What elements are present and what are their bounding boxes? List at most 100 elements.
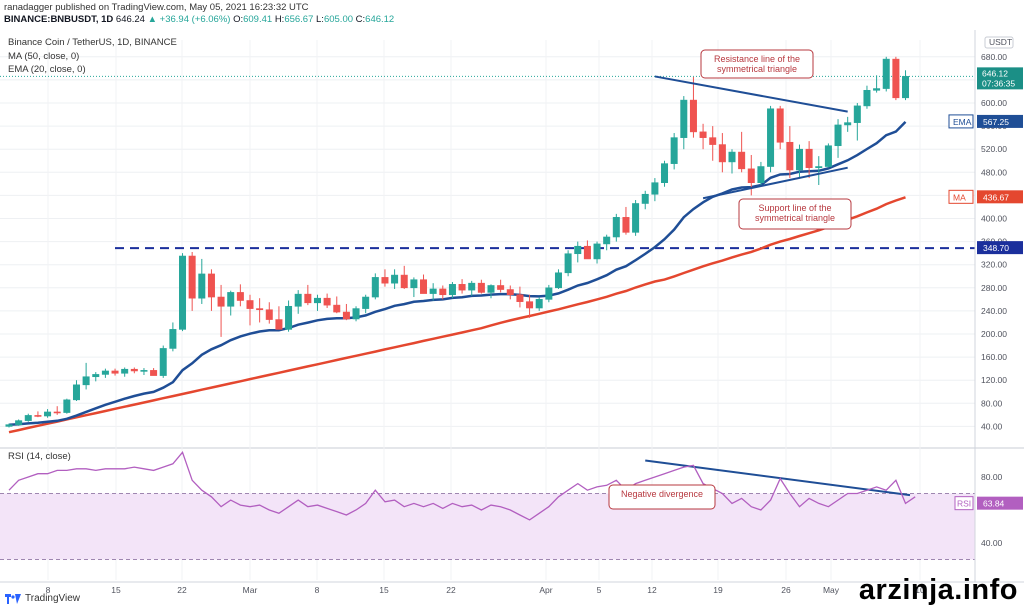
candle-body[interactable] — [121, 368, 129, 374]
candle-body[interactable] — [101, 370, 109, 375]
ma-legend[interactable]: MA (50, close, 0) — [8, 51, 80, 62]
candle-body[interactable] — [603, 236, 611, 245]
candle-body[interactable] — [728, 151, 736, 163]
time-axis[interactable]: 8 15 22 Mar 8 15 22 Apr 5 12 19 26 May 10 — [0, 581, 1024, 595]
candle-body[interactable] — [169, 329, 177, 349]
candle-body[interactable] — [24, 415, 32, 421]
candle-body[interactable] — [44, 411, 52, 417]
candle-body[interactable] — [583, 245, 591, 260]
candle-body[interactable] — [179, 255, 187, 330]
ma50-line[interactable] — [8, 196, 906, 434]
candle-body[interactable] — [738, 151, 746, 170]
candle-body[interactable] — [150, 370, 158, 376]
candle-body[interactable] — [410, 279, 418, 289]
candle-body[interactable] — [468, 282, 476, 291]
candle-body[interactable] — [323, 297, 331, 306]
candle-body[interactable] — [371, 277, 379, 298]
candle-body[interactable] — [776, 108, 784, 143]
candle-body[interactable] — [892, 58, 900, 99]
candle-body[interactable] — [622, 217, 630, 233]
candle-body[interactable] — [111, 370, 119, 374]
candle-body[interactable] — [554, 272, 562, 289]
candle-body[interactable] — [92, 374, 100, 378]
candle-body[interactable] — [593, 243, 601, 260]
candle-body[interactable] — [767, 108, 775, 167]
candle-body[interactable] — [285, 305, 293, 330]
candle-body[interactable] — [853, 105, 861, 123]
candle-body[interactable] — [699, 131, 707, 138]
candle-body[interactable] — [34, 415, 42, 417]
candle-body[interactable] — [545, 287, 553, 300]
candle-body[interactable] — [497, 285, 505, 290]
candlestick-series[interactable] — [5, 56, 910, 428]
candle-body[interactable] — [207, 273, 215, 298]
candle-body[interactable] — [535, 299, 543, 309]
candle-body[interactable] — [458, 284, 466, 291]
candle-body[interactable] — [188, 255, 196, 299]
candle-body[interactable] — [352, 308, 360, 320]
candle-body[interactable] — [246, 300, 254, 309]
candle-body[interactable] — [130, 368, 138, 372]
candle-body[interactable] — [227, 292, 235, 307]
candle-body[interactable] — [400, 274, 408, 289]
candle-body[interactable] — [651, 182, 659, 195]
candle-body[interactable] — [863, 89, 871, 107]
candle-body[interactable] — [805, 148, 813, 168]
candle-body[interactable] — [63, 399, 71, 413]
candle-body[interactable] — [82, 376, 90, 386]
rsi-series[interactable] — [8, 451, 916, 521]
rsi-line[interactable] — [8, 451, 916, 521]
rsi-legend[interactable]: RSI (14, close) — [8, 451, 71, 462]
candle-body[interactable] — [747, 168, 755, 183]
candle-body[interactable] — [313, 297, 321, 304]
candle-body[interactable] — [709, 137, 717, 145]
candle-body[interactable] — [15, 420, 23, 425]
candle-body[interactable] — [294, 293, 302, 307]
candle-body[interactable] — [391, 274, 399, 284]
candle-body[interactable] — [526, 301, 534, 309]
candle-body[interactable] — [265, 309, 273, 320]
candle-body[interactable] — [632, 203, 640, 233]
price-axis[interactable]: 40.00 80.00 120.00 160.00 200.00 240.00 280.00… — [948, 30, 1023, 582]
candle-body[interactable] — [217, 296, 225, 307]
candle-body[interactable] — [824, 145, 832, 167]
candle-body[interactable] — [564, 253, 572, 274]
candle-body[interactable] — [834, 124, 842, 147]
candle-body[interactable] — [198, 273, 206, 299]
candle-body[interactable] — [718, 144, 726, 163]
candle-body[interactable] — [902, 76, 910, 99]
candle-body[interactable] — [873, 88, 881, 91]
candle-body[interactable] — [5, 424, 13, 427]
candle-body[interactable] — [342, 311, 350, 320]
candle-body[interactable] — [477, 282, 485, 293]
candle-body[interactable] — [487, 285, 495, 293]
candle-body[interactable] — [680, 99, 688, 138]
candle-body[interactable] — [844, 122, 852, 126]
candle-body[interactable] — [159, 348, 167, 376]
candle-body[interactable] — [256, 308, 264, 311]
candle-body[interactable] — [661, 163, 669, 183]
candle-body[interactable] — [516, 294, 524, 302]
candle-body[interactable] — [757, 166, 765, 183]
candle-body[interactable] — [333, 304, 341, 313]
candle-body[interactable] — [574, 245, 582, 255]
candle-body[interactable] — [429, 288, 437, 294]
candle-body[interactable] — [236, 292, 244, 301]
candle-body[interactable] — [815, 166, 823, 168]
candle-body[interactable] — [439, 288, 447, 296]
candle-body[interactable] — [140, 370, 148, 372]
candle-body[interactable] — [506, 289, 514, 296]
candle-body[interactable] — [612, 217, 620, 238]
candle-body[interactable] — [882, 58, 890, 89]
candle-body[interactable] — [420, 279, 428, 294]
candle-body[interactable] — [72, 384, 80, 401]
candle-body[interactable] — [641, 193, 649, 204]
ema-legend[interactable]: EMA (20, close, 0) — [8, 64, 86, 75]
candle-body[interactable] — [786, 141, 794, 171]
candle-body[interactable] — [275, 319, 283, 330]
candle-body[interactable] — [448, 284, 456, 296]
candle-body[interactable] — [304, 293, 312, 304]
candle-body[interactable] — [381, 277, 389, 284]
candle-body[interactable] — [670, 137, 678, 164]
candle-body[interactable] — [689, 99, 697, 133]
